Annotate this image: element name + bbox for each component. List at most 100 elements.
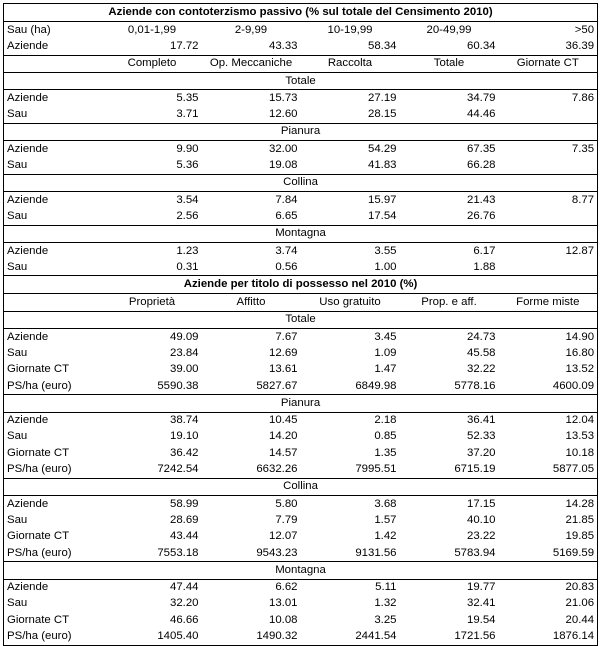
table-cell: 1.32 bbox=[374, 597, 397, 610]
table-cell: 1.42 bbox=[374, 530, 397, 543]
row-label: Aziende bbox=[3, 328, 103, 346]
table-cell: 5169.59 bbox=[552, 546, 595, 559]
table-cell: 8.77 bbox=[498, 190, 598, 209]
table-cell: 6632.26 bbox=[256, 463, 298, 476]
sau-class-header: 20-49,99 bbox=[399, 21, 499, 39]
table-cell: 7.79 bbox=[275, 513, 298, 526]
sau-class-header: 10-19,99 bbox=[300, 21, 400, 39]
table-cell: 20.44 bbox=[565, 613, 595, 626]
table-cell: 10.08 bbox=[268, 613, 298, 626]
row-label: Aziende bbox=[3, 140, 103, 158]
table-cell: 14.90 bbox=[498, 328, 598, 346]
table-cell: 3.25 bbox=[374, 613, 397, 626]
table-cell: 58.34 bbox=[367, 39, 397, 52]
table-cell: 43.33 bbox=[268, 39, 298, 52]
table-cell: 32.22 bbox=[466, 363, 496, 376]
table-row: Aziende 38.74 10.45 2.18 36.41 12.04 bbox=[3, 411, 598, 429]
statistics-tables: Aziende con contoterzismo passivo (% sul… bbox=[3, 3, 599, 646]
column-header: Raccolta bbox=[300, 54, 400, 73]
row-label: Sau bbox=[7, 108, 28, 121]
column-header: Totale bbox=[399, 54, 499, 73]
row-label: Giornate CT bbox=[7, 363, 70, 376]
row-label: Sau bbox=[7, 260, 28, 273]
section-title: Collina bbox=[3, 173, 598, 192]
table-cell: 1490.32 bbox=[256, 630, 298, 643]
section-row: Pianura bbox=[3, 122, 598, 141]
column-header-row: Completo Op. Meccaniche Raccolta Totale Gior… bbox=[3, 54, 598, 73]
table-cell: 3.68 bbox=[300, 495, 400, 513]
table-cell: 20.83 bbox=[498, 578, 598, 596]
table-cell: 12.04 bbox=[498, 411, 598, 429]
row-label: Sau bbox=[7, 430, 28, 443]
table-cell: 54.29 bbox=[300, 140, 400, 158]
table-body: Aziende con contoterzismo passivo (% sul… bbox=[3, 4, 598, 646]
table-cell: 3.74 bbox=[201, 241, 301, 260]
table-cell: 28.15 bbox=[367, 108, 397, 121]
row-label: Giornate CT bbox=[7, 446, 70, 459]
table-cell: 32.41 bbox=[466, 597, 496, 610]
row-label: Sau bbox=[7, 209, 28, 222]
table-cell: 7553.18 bbox=[157, 546, 199, 559]
column-header: Proprietà bbox=[102, 293, 202, 312]
column-header: Completo bbox=[102, 54, 202, 73]
table-cell: 1.00 bbox=[374, 260, 397, 273]
table-cell: 5827.67 bbox=[256, 379, 298, 392]
table-cell: 37.20 bbox=[466, 446, 496, 459]
table-cell: 1.88 bbox=[473, 260, 496, 273]
table-cell: 43.44 bbox=[169, 530, 199, 543]
table-cell: 32.20 bbox=[169, 597, 199, 610]
table-cell: 19.08 bbox=[268, 159, 298, 172]
section-row: Montagna bbox=[3, 224, 598, 243]
table-cell: 6.17 bbox=[399, 241, 499, 260]
table-cell: 1.47 bbox=[374, 363, 397, 376]
table-cell: 14.20 bbox=[268, 430, 298, 443]
table-cell: 5877.05 bbox=[552, 463, 595, 476]
table-row: Giornate CT 43.44 12.07 1.42 23.22 19.85 bbox=[4, 529, 598, 545]
section-title: Totale bbox=[3, 310, 598, 329]
row-label: Sau bbox=[7, 346, 28, 359]
table-cell: 7.67 bbox=[201, 328, 301, 346]
row-label: PS/ha (euro) bbox=[7, 379, 72, 392]
table-cell: 19.85 bbox=[565, 530, 595, 543]
table-cell: 0.85 bbox=[374, 430, 397, 443]
table-cell: 46.66 bbox=[169, 613, 199, 626]
table-cell: 10.45 bbox=[201, 411, 301, 429]
table-cell: 1.57 bbox=[374, 513, 397, 526]
data-table: Aziende con contoterzismo passivo (% sul… bbox=[3, 3, 599, 646]
table-cell: 3.55 bbox=[300, 241, 400, 260]
table-cell: 23.84 bbox=[169, 346, 199, 359]
table-cell: 15.97 bbox=[300, 190, 400, 209]
table-cell: 41.83 bbox=[367, 159, 397, 172]
table-cell: 45.58 bbox=[466, 346, 496, 359]
table-cell: 3.71 bbox=[176, 108, 199, 121]
table-cell: 0.31 bbox=[176, 260, 199, 273]
column-header-row: Proprietà Affitto Uso gratuito Prop. e aff.… bbox=[3, 293, 598, 312]
table-cell: 0.56 bbox=[275, 260, 298, 273]
section-title: Montagna bbox=[3, 224, 598, 243]
table-title-row: Aziende per titolo di possesso nel 2010 … bbox=[3, 275, 598, 294]
sau-class-header: 2-9,99 bbox=[201, 21, 301, 39]
table-cell: 2441.54 bbox=[355, 630, 397, 643]
table-cell: 27.19 bbox=[300, 89, 400, 107]
table-cell bbox=[499, 106, 598, 123]
table-cell: 21.06 bbox=[565, 597, 595, 610]
row-label: Giornate CT bbox=[7, 613, 70, 626]
table-cell: 7242.54 bbox=[157, 463, 199, 476]
section-row: Pianura bbox=[3, 394, 598, 413]
table-cell: 67.35 bbox=[399, 140, 499, 158]
section-title: Pianura bbox=[3, 394, 598, 413]
table-cell: 23.22 bbox=[466, 530, 496, 543]
table-cell: 7.86 bbox=[498, 89, 598, 107]
table-title-row: Aziende con contoterzismo passivo (% sul… bbox=[4, 4, 598, 22]
table-cell: 9543.23 bbox=[256, 546, 298, 559]
table-row: Aziende 9.90 32.00 54.29 67.35 7.35 bbox=[3, 140, 598, 158]
table-cell: 47.44 bbox=[102, 578, 202, 596]
table1-title: Aziende con contoterzismo passivo (% sul… bbox=[108, 6, 493, 18]
table-row: PS/ha (euro) 5590.38 5827.67 6849.98 5778.16… bbox=[4, 378, 598, 395]
table-cell: 5590.38 bbox=[157, 379, 199, 392]
table-cell: 38.74 bbox=[102, 411, 202, 429]
table-cell: 6.65 bbox=[275, 209, 298, 222]
column-header: Giornate CT bbox=[498, 54, 598, 73]
table-cell: 44.46 bbox=[466, 108, 496, 121]
row-label: Aziende bbox=[3, 190, 103, 209]
